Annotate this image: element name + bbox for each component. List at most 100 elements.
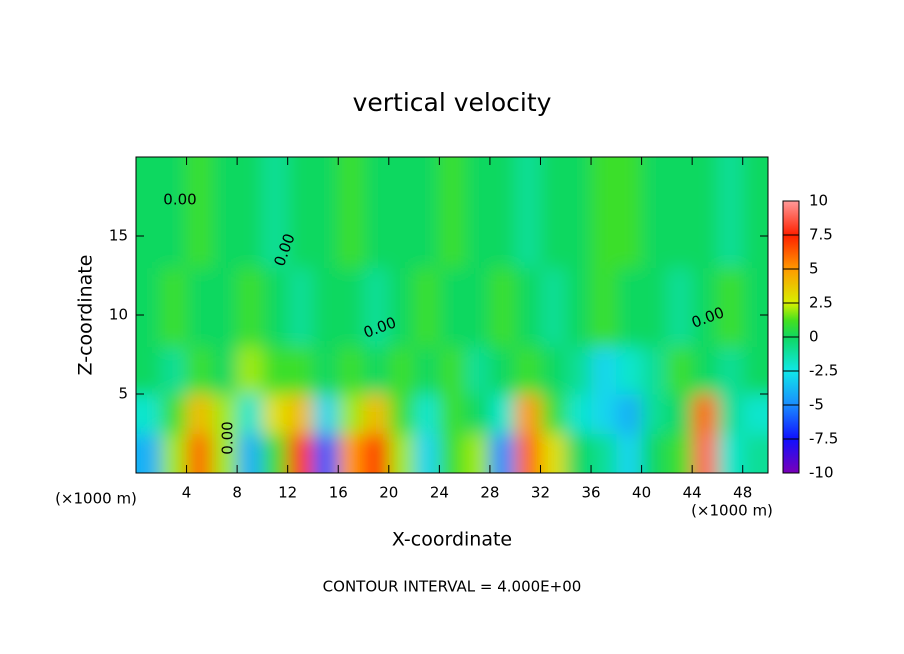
field-cell xyxy=(414,267,440,348)
field-cell xyxy=(287,433,314,473)
field-cell xyxy=(439,433,466,473)
field-cell xyxy=(641,267,668,348)
field-cell xyxy=(489,157,516,269)
field-cell xyxy=(414,433,440,473)
field-cell xyxy=(161,157,188,269)
field-cell xyxy=(186,394,213,434)
field-cell xyxy=(237,433,263,473)
field-cell xyxy=(136,394,162,434)
field-cell xyxy=(742,433,768,473)
field-cell xyxy=(262,267,289,348)
field-cell xyxy=(211,394,238,434)
field-cell xyxy=(414,346,440,395)
field-cell xyxy=(363,267,390,348)
field-cell xyxy=(464,346,491,395)
field-cell xyxy=(616,346,643,395)
field-cell xyxy=(616,433,643,473)
field-cell xyxy=(489,346,516,395)
field-cell xyxy=(388,157,415,269)
field-cell xyxy=(489,433,516,473)
field-cell xyxy=(186,157,213,269)
field-cell xyxy=(591,267,617,348)
x-tick-label: 4 xyxy=(182,484,192,502)
field-cell xyxy=(742,346,768,395)
colorbar-tick-label: -2.5 xyxy=(809,362,838,380)
x-tick-label: 24 xyxy=(430,484,449,502)
field-cell xyxy=(565,433,592,473)
field-cell xyxy=(515,267,541,348)
field-cell xyxy=(591,157,617,269)
field-cell xyxy=(692,433,718,473)
contour-label: 0.00 xyxy=(163,191,196,209)
colorbar-tick-label: -7.5 xyxy=(809,430,838,448)
field-cell xyxy=(666,157,693,269)
colorbar-tick-label: -5 xyxy=(809,396,824,414)
field-cell xyxy=(338,433,365,473)
field-cell xyxy=(565,157,592,269)
colorbar-tick-label: 10 xyxy=(809,192,828,210)
field-cell xyxy=(666,346,693,395)
colorbar-tick-label: -10 xyxy=(809,464,834,482)
field-cell xyxy=(515,346,541,395)
field-cell xyxy=(565,267,592,348)
field-cell xyxy=(616,394,643,434)
field-cell xyxy=(439,157,466,269)
field-cell xyxy=(439,394,466,434)
field-cell xyxy=(414,394,440,434)
field-cell xyxy=(540,157,567,269)
field-cell xyxy=(287,346,314,395)
field-cell xyxy=(692,394,718,434)
field-cell xyxy=(312,157,339,269)
field-cell xyxy=(540,433,567,473)
field-cell xyxy=(666,267,693,348)
x-tick-label: 36 xyxy=(581,484,600,502)
x-tick-label: 20 xyxy=(379,484,398,502)
x-tick-label: 16 xyxy=(329,484,348,502)
field-cell xyxy=(591,394,617,434)
field-cell xyxy=(464,433,491,473)
field-cell xyxy=(262,433,289,473)
x-tick-label: 40 xyxy=(632,484,651,502)
field-cell xyxy=(414,157,440,269)
y-axis-label: Z-coordinate xyxy=(75,255,97,376)
x-axis-label: X-coordinate xyxy=(392,529,512,551)
field-cell xyxy=(237,267,263,348)
field-cell xyxy=(489,394,516,434)
y-tick-label: 5 xyxy=(118,385,128,403)
x-tick-label: 44 xyxy=(683,484,702,502)
field-cell xyxy=(338,394,365,434)
field-cell xyxy=(641,394,668,434)
field-cell xyxy=(692,346,718,395)
field-cell xyxy=(439,267,466,348)
field-cell xyxy=(717,267,744,348)
field-cell xyxy=(616,157,643,269)
field-cell xyxy=(540,267,567,348)
field-cell xyxy=(338,157,365,269)
footer-note: CONTOUR INTERVAL = 4.000E+00 xyxy=(323,578,582,596)
field-cell xyxy=(161,267,188,348)
field xyxy=(136,157,768,473)
field-cell xyxy=(136,433,162,473)
chart-title: vertical velocity xyxy=(353,88,552,117)
field-cell xyxy=(136,157,162,269)
field-cell xyxy=(262,157,289,269)
field-cell xyxy=(237,346,263,395)
field-cell xyxy=(742,394,768,434)
x-tick-label: 12 xyxy=(278,484,297,502)
y-tick-label: 15 xyxy=(109,227,128,245)
field-cell xyxy=(616,267,643,348)
x-tick-label: 8 xyxy=(232,484,242,502)
field-cell xyxy=(717,433,744,473)
field-cell xyxy=(186,346,213,395)
field-cell xyxy=(262,394,289,434)
field-cell xyxy=(565,394,592,434)
field-cell xyxy=(641,346,668,395)
field-cell xyxy=(692,267,718,348)
field-cell xyxy=(312,346,339,395)
field-cell xyxy=(211,346,238,395)
field-cell xyxy=(591,346,617,395)
y-tick-label: 10 xyxy=(109,306,128,324)
field-cell xyxy=(287,394,314,434)
field-cell xyxy=(666,394,693,434)
